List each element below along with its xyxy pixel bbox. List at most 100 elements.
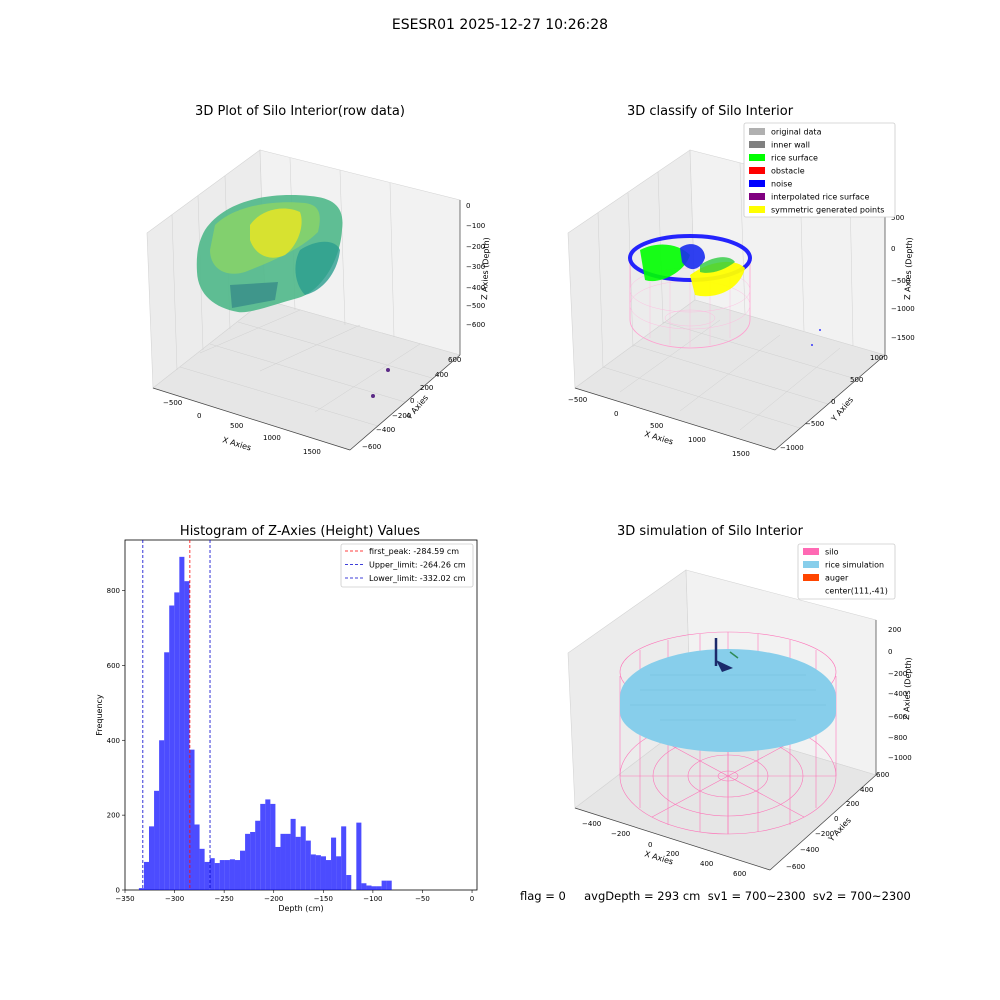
classify-legend-swatch [749, 154, 765, 161]
histogram-bar [260, 803, 266, 890]
simulation-ytick: 400 [860, 786, 873, 794]
histogram-bar [290, 818, 296, 890]
raw-xtick: 1000 [263, 434, 281, 442]
classify-point-cloud [628, 234, 821, 349]
classify-zlabel: Z Axies (Depth) [903, 237, 914, 300]
histogram-legend-label: Lower_limit: -332.02 cm [369, 574, 466, 583]
histogram-title: Histogram of Z-Axies (Height) Values [179, 524, 421, 539]
classify-legend-swatch [749, 206, 765, 213]
classify-ztick: −1500 [891, 334, 915, 342]
simulation-xtick: 200 [666, 850, 679, 858]
simulation-legend-label: auger [825, 574, 849, 583]
histogram-bar [204, 861, 210, 890]
classify-legend-swatch [749, 128, 765, 135]
histogram-ytick-label: 400 [107, 737, 120, 745]
simulation-legend-swatch [803, 574, 819, 581]
histogram-bar [229, 859, 235, 890]
histogram-xticks: −350 −300 −250 −200 −150 −100 −50 0 [115, 890, 474, 903]
histogram-bar [148, 826, 155, 890]
raw-ztick: −400 [466, 284, 485, 292]
histogram-bar [341, 826, 347, 890]
histogram-ytick-label: 600 [107, 662, 120, 670]
raw-ytick: 0 [410, 397, 414, 405]
histogram-bar [371, 886, 377, 890]
classify-axis-ticks: −500 0 500 1000 1500 1000 500 0 −500 −10… [568, 214, 915, 458]
histogram-ytick-label: 0 [116, 887, 120, 895]
raw-xlabel: X Axies [221, 435, 252, 452]
histogram-xtick-label: −250 [215, 895, 234, 903]
classify-xtick: −500 [568, 396, 587, 404]
classify-legend: original data inner wall rice surface obsta… [743, 122, 896, 218]
raw-ytick: 400 [435, 371, 448, 379]
histogram-xtick-label: −100 [363, 895, 382, 903]
histogram-bar [270, 803, 276, 890]
histogram-bar [234, 860, 241, 890]
classify-legend-label: inner wall [771, 141, 810, 150]
histogram-bar [285, 833, 291, 890]
histogram-bar [315, 855, 321, 890]
classify-ztick: −1000 [891, 305, 915, 313]
histogram-bar [346, 875, 352, 890]
histogram-bar [305, 840, 311, 890]
raw-point-cloud [196, 195, 390, 398]
classify-ztick: 0 [891, 245, 895, 253]
histogram-bar [331, 837, 337, 890]
raw-xtick: 1500 [303, 448, 321, 456]
raw-xtick: 0 [197, 412, 201, 420]
simulation-ytick: 200 [846, 800, 859, 808]
classify-ztick: −500 [891, 277, 910, 285]
raw-ytick: −200 [392, 412, 411, 420]
simulation-ztick: −400 [888, 690, 907, 698]
raw-ztick: −100 [466, 222, 485, 230]
simulation-zlabel: Z Axies (Depth) [902, 657, 913, 720]
histogram-bar [250, 831, 256, 890]
histogram-bars [138, 556, 392, 890]
histogram-bar [265, 799, 271, 890]
classify-legend-label: noise [771, 180, 792, 189]
raw-ytick: −400 [376, 426, 395, 434]
classify-xlabel: X Axies [643, 429, 674, 446]
raw-zlabel: Z Axies (Depth) [480, 237, 491, 300]
histogram-bar [381, 880, 387, 890]
status-footer: flag = 0 avgDepth = 293 cm sv1 = 700~230… [520, 889, 911, 903]
classify-legend-label: obstacle [771, 167, 805, 176]
raw-axis-ticks: −500 0 500 1000 1500 600 400 200 0 −200 … [163, 202, 485, 456]
histogram-bar [154, 790, 160, 890]
classify-legend-swatch [749, 193, 765, 200]
simulation-ztick: −600 [888, 713, 907, 721]
histogram-xtick-label: −200 [264, 895, 283, 903]
simulation-ztick: 0 [888, 648, 892, 656]
classify-legend-swatch [749, 141, 765, 148]
simulation-ytick: 0 [834, 815, 838, 823]
classify-ytick: 500 [850, 376, 863, 384]
classify-ytick: −500 [805, 420, 824, 428]
raw-plot-title: 3D Plot of Silo Interior(row data) [195, 104, 405, 119]
histogram-legend-label: Upper_limit: -264.26 cm [369, 561, 466, 570]
histogram-bar [184, 581, 190, 890]
raw-ytick: 600 [448, 356, 461, 364]
classify-legend-swatch [749, 167, 765, 174]
histogram-xtick-label: −300 [165, 895, 184, 903]
simulation-legend-label: rice simulation [825, 561, 884, 570]
figure-title: ESESR01 2025-12-27 10:26:28 [391, 17, 609, 33]
histogram-xtick-label: −350 [115, 895, 134, 903]
histogram-plot: −350 −300 −250 −200 −150 −100 −50 0 0 200 400 600 8… [95, 539, 478, 913]
simulation-xtick: 400 [700, 860, 713, 868]
simulation-legend-swatch [803, 561, 819, 568]
histogram-bar [224, 860, 230, 890]
classify-xtick: 1000 [688, 436, 706, 444]
histogram-bar [164, 652, 170, 890]
histogram-bar [356, 822, 362, 890]
histogram-bar [194, 824, 200, 890]
histogram-bar [310, 854, 316, 890]
histogram-xtick-label: −50 [415, 895, 430, 903]
simulation-xtick: −400 [582, 820, 601, 828]
raw-xtick: 500 [230, 422, 243, 430]
simulation-ytick: 600 [876, 771, 889, 779]
histogram-bar [336, 856, 342, 890]
classify-ytick: −1000 [780, 444, 804, 452]
raw-ztick: −600 [466, 321, 485, 329]
simulation-legend-label: silo [825, 548, 839, 557]
histogram-reference-lines [142, 540, 211, 890]
